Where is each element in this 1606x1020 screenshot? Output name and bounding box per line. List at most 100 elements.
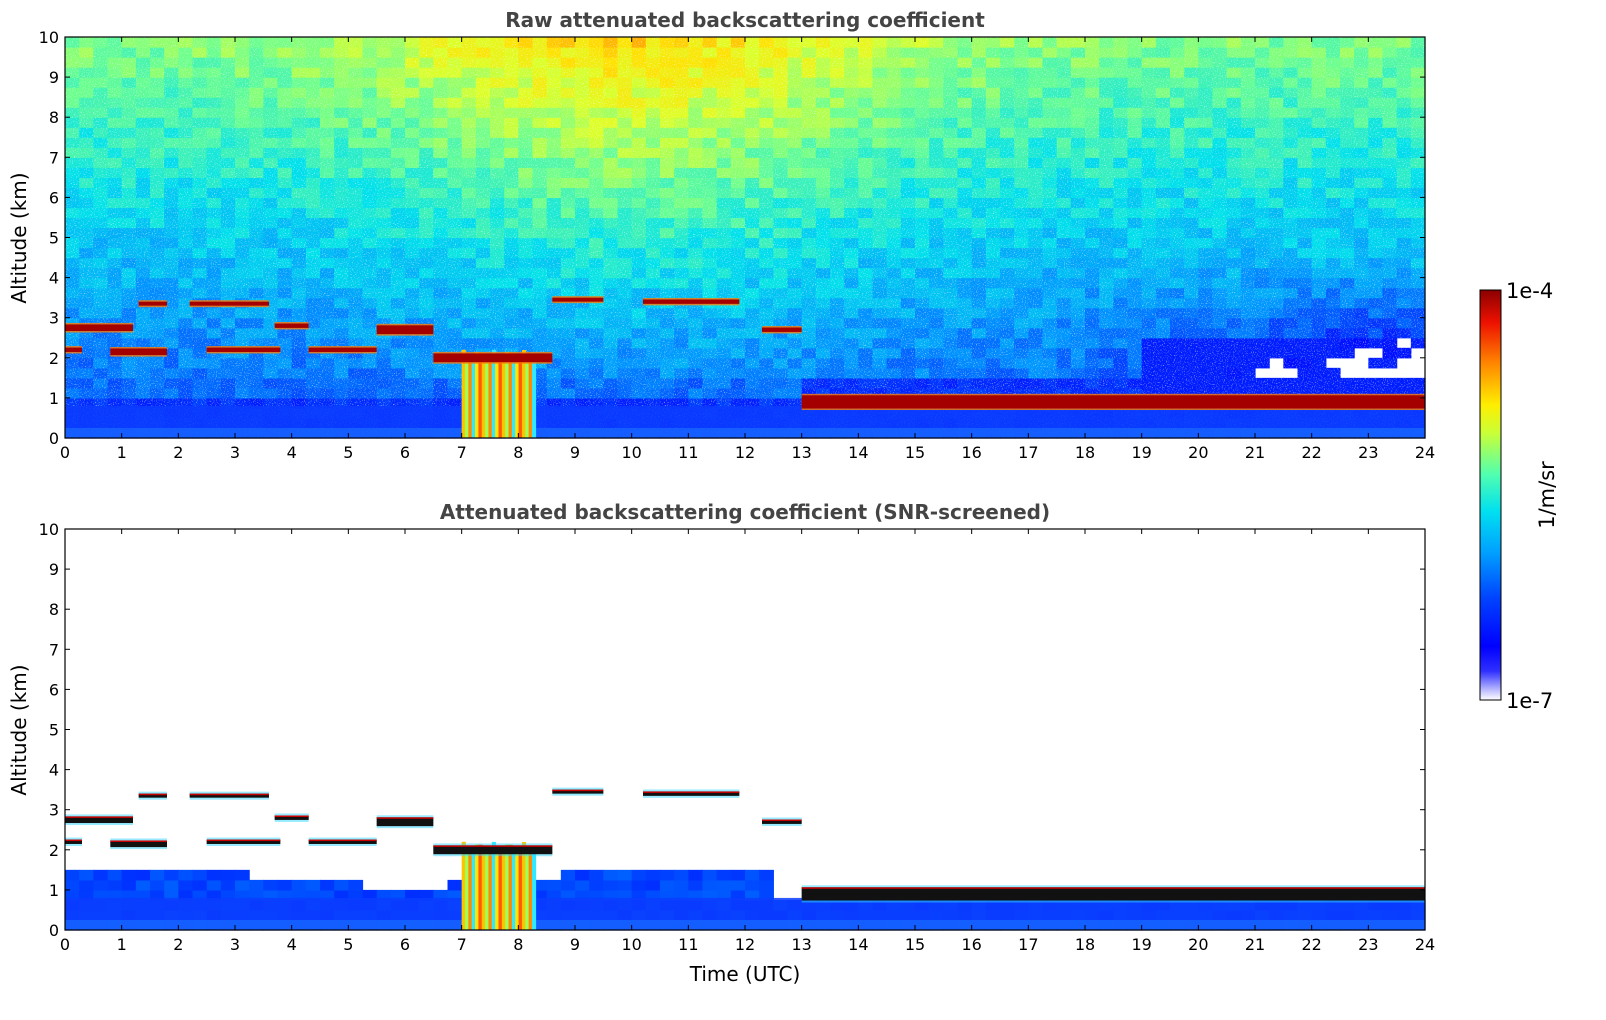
heatmap-cell [575,869,590,881]
x-tick-label: 14 [848,443,868,462]
plume-column [505,844,510,930]
heatmap-cell [688,869,704,881]
heatmap-cell [688,879,704,891]
heatmap-cell [164,879,179,891]
x-tick-label: 16 [961,935,981,954]
heatmap-cell [334,889,349,901]
x-tick-label: 23 [1358,443,1378,462]
cloud-layer [308,347,377,352]
heatmap-cell [249,889,264,901]
heatmap-cell [79,869,94,881]
y-tick-label: 5 [49,229,59,248]
cloud-layer [189,793,269,798]
cloud-edge [308,839,377,842]
heatmap-cell [291,889,307,901]
heatmap-cell [93,869,109,881]
heatmap-cell [645,889,661,901]
cloud-layer [65,839,82,844]
x-tick-label: 19 [1131,935,1151,954]
cloud-edge [189,793,269,796]
heatmap-cell [263,879,279,891]
heatmap-cell [575,879,590,891]
plume-column [481,356,486,438]
x-tick-label: 24 [1415,935,1435,954]
x-tick-label: 5 [343,935,353,954]
plume-column [515,849,520,930]
cloud-edge [65,816,133,818]
heatmap-cell [716,879,732,891]
heatmap-cell [249,879,264,891]
panel-screened: Attenuated backscattering coefficient (S… [7,500,1435,986]
plume-column [531,848,537,930]
heatmap-cell [220,869,236,881]
y-tick-label: 7 [49,640,59,659]
heatmap-cell [220,879,236,891]
heatmap-cell [631,869,647,881]
cloud-layer [801,887,1425,901]
y-tick-label: 4 [49,761,59,780]
heatmap-cell [603,889,619,901]
heatmap-cell [532,889,548,901]
plume-column [465,846,470,930]
x-tick-label: 11 [678,935,698,954]
y-tick-label: 10 [39,520,59,539]
heatmap-cell [235,869,250,881]
heatmap-cell [291,879,307,891]
x-tick-label: 16 [961,443,981,462]
y-tick-label: 8 [49,108,59,127]
cloud-edge [110,840,167,842]
heatmap-cell [320,889,335,901]
x-tick-label: 15 [905,443,925,462]
heatmap-cell [65,869,80,881]
heatmap-cell [348,879,364,891]
heatmap-cell [320,879,335,891]
heatmap-cell [362,889,378,901]
heatmap-cell [660,889,675,901]
x-tick-label: 23 [1358,935,1378,954]
cloud-layer [643,299,740,304]
heatmap-cell [674,879,689,891]
y-tick-label: 1 [49,389,59,408]
plume-column [498,357,503,438]
cloud-layer [65,347,82,352]
heatmap-cell [150,889,165,901]
x-tick-label: 4 [287,443,297,462]
heatmap-cell [447,889,463,901]
x-tick-label: 22 [1301,443,1321,462]
heatmap-cell [135,879,151,891]
plume-column [468,849,473,930]
colorbar-gradient [1479,289,1502,701]
x-tick-label: 1 [117,935,127,954]
heatmap-cell [433,889,449,901]
plume-column [528,357,533,438]
x-tick-label: 9 [570,935,580,954]
heatmap-cell [730,869,746,881]
plume-column [515,357,520,438]
heatmap-cell [645,869,661,881]
cloud-layer [801,395,1425,409]
panel-title: Raw attenuated backscattering coefficien… [505,8,985,32]
plume-column [475,352,480,438]
y-tick-label: 6 [49,188,59,207]
heatmap-cell [334,879,349,891]
heatmap-cell [65,879,80,891]
plume-column [485,849,490,930]
cloud-edge [801,887,1425,889]
x-tick-label: 18 [1075,935,1095,954]
heatmap-cell [107,869,123,881]
plume-column [491,349,496,438]
heatmap-cell [220,889,236,901]
heatmap-cell [617,879,633,891]
heatmap-cell [164,889,179,901]
heatmap-cell [192,889,208,901]
heatmap-cell [79,879,94,891]
cloud-layer [65,324,133,332]
x-tick-label: 12 [735,443,755,462]
heatmap-cell [305,889,321,901]
plume-column [485,357,490,438]
cloud-layer [110,840,167,848]
y-tick-label: 2 [49,349,59,368]
colorbar-min-label: 1e-7 [1506,689,1553,713]
x-tick-label: 6 [400,443,410,462]
plume-column [475,844,480,930]
